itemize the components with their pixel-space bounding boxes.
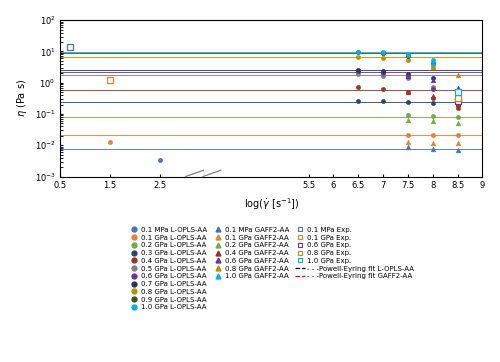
Point — [454, 120, 462, 126]
Point — [454, 140, 462, 146]
Point — [354, 71, 362, 77]
X-axis label: log($\dot{\gamma}$ [s$^{-1}$]): log($\dot{\gamma}$ [s$^{-1}$]) — [244, 196, 299, 212]
Point — [404, 112, 412, 118]
Point — [379, 50, 387, 55]
Point — [404, 71, 412, 77]
Point — [379, 50, 387, 56]
Point — [379, 86, 387, 92]
Point — [354, 50, 362, 55]
Point — [404, 89, 412, 94]
Point — [454, 90, 462, 96]
Point — [354, 84, 362, 90]
Point — [454, 102, 462, 108]
Point — [404, 118, 412, 123]
Point — [354, 54, 362, 60]
Point — [404, 57, 412, 63]
Point — [404, 73, 412, 79]
Point — [454, 96, 462, 101]
Point — [354, 68, 362, 74]
Point — [428, 113, 436, 119]
Point — [404, 132, 412, 138]
Point — [454, 85, 462, 91]
Point — [404, 89, 412, 94]
Point — [428, 100, 436, 106]
Point — [428, 140, 436, 146]
Point — [454, 89, 462, 95]
Point — [428, 77, 436, 83]
Point — [354, 49, 362, 55]
Point — [428, 64, 436, 70]
Point — [66, 44, 74, 50]
Point — [428, 93, 436, 99]
Point — [428, 57, 436, 63]
Point — [428, 132, 436, 138]
Point — [454, 72, 462, 78]
Point — [428, 95, 436, 101]
Point — [379, 70, 387, 76]
Point — [404, 53, 412, 59]
Point — [379, 98, 387, 104]
Point — [428, 84, 436, 89]
Point — [428, 86, 436, 92]
Point — [454, 105, 462, 111]
Point — [454, 147, 462, 152]
Legend: 0.1 MPa L-OPLS-AA, 0.1 GPa L-OPLS-AA, 0.2 GPa L-OPLS-AA, 0.3 GPa L-OPLS-AA, 0.4 : 0.1 MPa L-OPLS-AA, 0.1 GPa L-OPLS-AA, 0.… — [128, 227, 414, 310]
Point — [428, 60, 436, 66]
Point — [454, 101, 462, 107]
Point — [404, 73, 412, 79]
Point — [454, 91, 462, 97]
Point — [404, 139, 412, 144]
Point — [454, 98, 462, 104]
Y-axis label: $\eta$ (Pa s): $\eta$ (Pa s) — [15, 79, 29, 117]
Point — [404, 75, 412, 81]
Point — [428, 146, 436, 152]
Point — [454, 99, 462, 105]
Point — [454, 101, 462, 107]
Point — [428, 75, 436, 81]
Point — [454, 98, 462, 104]
Point — [404, 99, 412, 105]
Point — [354, 98, 362, 104]
Point — [354, 67, 362, 73]
Point — [428, 60, 436, 66]
Point — [106, 139, 114, 144]
Point — [379, 68, 387, 74]
Point — [156, 157, 164, 163]
Point — [428, 64, 436, 70]
Point — [428, 118, 436, 124]
Point — [404, 144, 412, 150]
Point — [106, 77, 114, 83]
Point — [454, 114, 462, 119]
Point — [379, 55, 387, 61]
Point — [404, 52, 412, 58]
Point — [454, 89, 462, 95]
Point — [454, 132, 462, 138]
Point — [379, 73, 387, 79]
Point — [454, 95, 462, 101]
